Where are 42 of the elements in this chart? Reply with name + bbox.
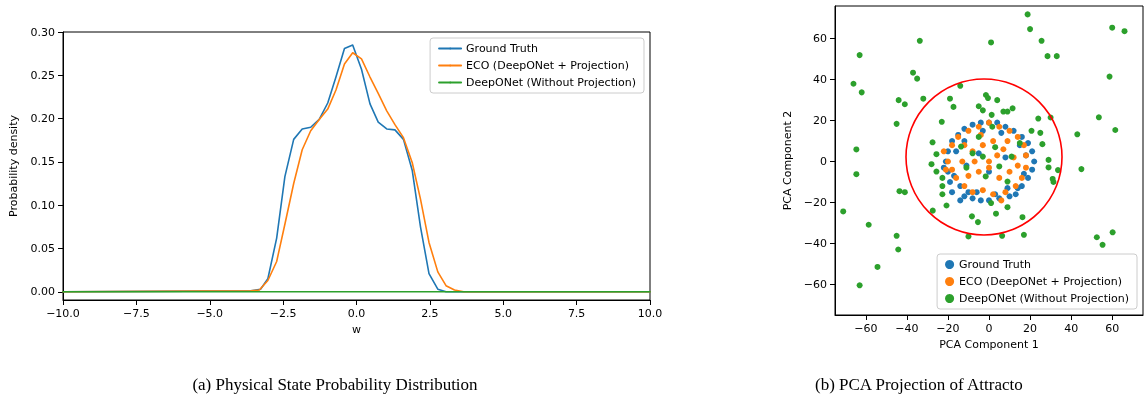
x-tick-label: −2.5	[269, 307, 297, 320]
x-tick-label: 5.0	[494, 307, 512, 320]
x-tick-label: 2.5	[421, 307, 439, 320]
legend-label: DeepONet (Without Projection)	[959, 292, 1130, 305]
y-tick-label: −20	[803, 195, 827, 209]
y-tick-label: 0.20	[30, 112, 55, 126]
y-tick-label: −40	[803, 236, 827, 250]
x-tick-label: 20	[1023, 322, 1038, 335]
y-axis-title: PCA Component 2	[780, 110, 794, 211]
y-tick-label: 20	[813, 114, 827, 128]
y-tick-label: 60	[813, 32, 827, 46]
text: (b) PCA Projection of Attracto	[815, 375, 1023, 394]
y-tick-label: 0.30	[30, 25, 55, 39]
y-tick-label: 0.10	[30, 198, 55, 212]
x-tick-label: −60	[854, 322, 878, 335]
x-tick-label: 0.0	[347, 307, 366, 320]
x-axis-title: w	[352, 322, 361, 336]
x-tick-label: −5.0	[196, 307, 224, 320]
x-tick-label: 10.0	[637, 307, 663, 320]
legend-label: ECO (DeepONet + Projection)	[466, 59, 630, 72]
y-axis-title: Probability density	[7, 114, 20, 217]
x-tick-label: 60	[1105, 322, 1120, 335]
legend-label: Ground Truth	[959, 258, 1031, 271]
x-tick-label: 40	[1064, 322, 1079, 335]
y-tick-label: 0.00	[30, 285, 55, 299]
y-tick-label: 40	[813, 73, 827, 87]
x-tick-label: 0	[985, 322, 993, 335]
x-tick-label: −20	[936, 322, 960, 335]
x-axis-title: PCA Component 1	[939, 337, 1039, 351]
y-tick-label: 0.25	[30, 68, 55, 82]
x-tick-label: −7.5	[123, 307, 150, 320]
x-tick-label: −40	[895, 322, 919, 335]
y-tick-label: 0.05	[30, 241, 55, 255]
y-tick-label: −60	[803, 277, 827, 291]
legend-label: ECO (DeepONet + Projection)	[959, 275, 1123, 288]
x-tick-label: 7.5	[567, 307, 586, 320]
x-tick-label: −10.0	[46, 307, 80, 320]
y-tick-label: 0.15	[30, 155, 55, 169]
y-tick-label: 0	[820, 155, 827, 169]
legend-label: Ground Truth	[466, 42, 538, 55]
legend-label: DeepONet (Without Projection)	[466, 76, 637, 89]
text: (a) Physical State Probability Distribution	[192, 375, 479, 394]
